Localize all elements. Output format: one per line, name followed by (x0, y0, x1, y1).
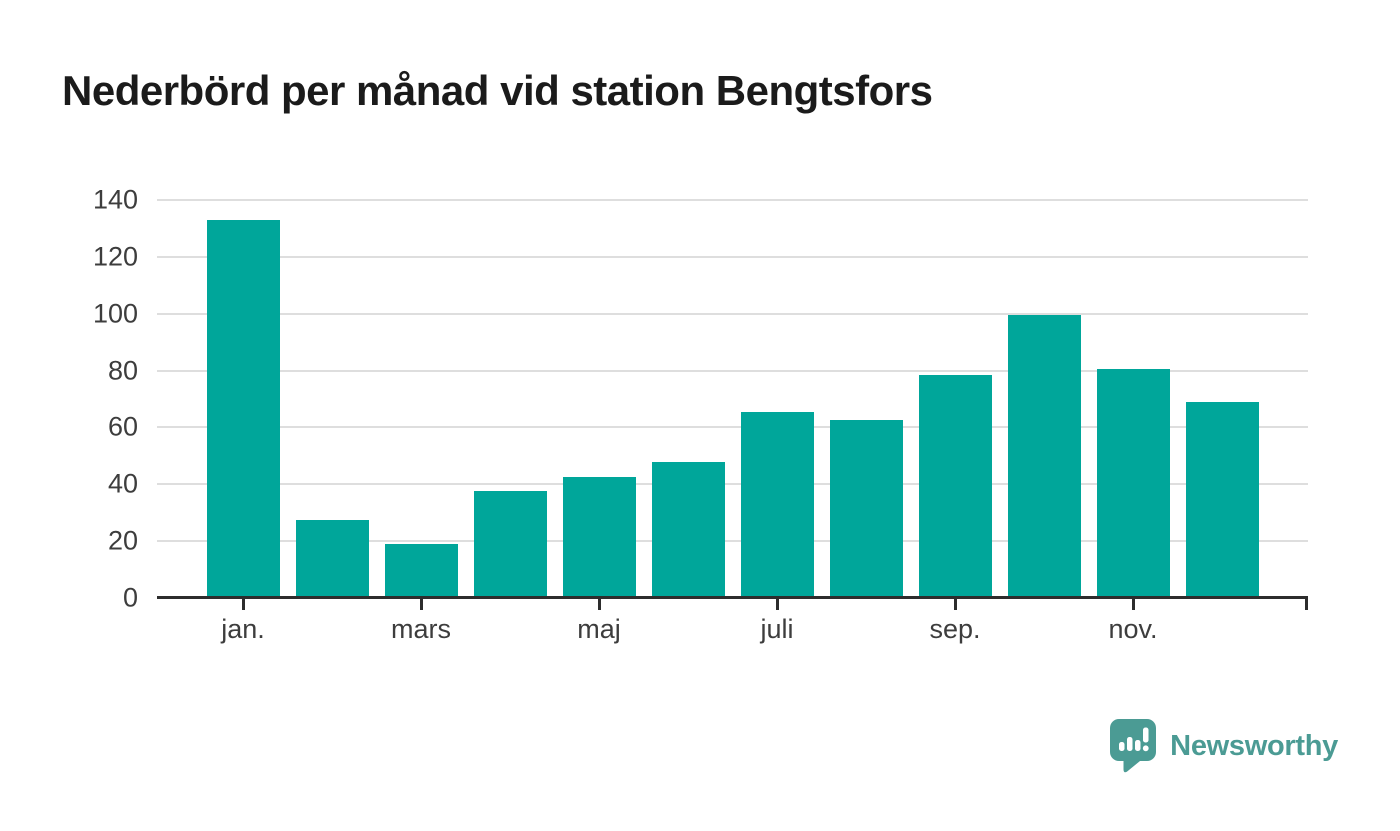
y-tick-label: 100 (92, 298, 138, 329)
bar (206, 219, 280, 598)
plot-area (157, 199, 1308, 610)
y-tick-label: 20 (107, 525, 138, 556)
x-axis-tick (1305, 598, 1308, 610)
bar (1185, 401, 1259, 598)
newsworthy-logo-text: Newsworthy (1170, 729, 1338, 762)
x-axis-tick (241, 598, 245, 610)
x-axis-tick (775, 598, 779, 610)
x-tick-label: sep. (929, 614, 981, 644)
bar (1096, 369, 1170, 598)
gridline (157, 540, 1308, 543)
y-tick-label: 120 (92, 241, 138, 272)
bar (740, 411, 814, 598)
x-tick-label: mars (391, 614, 451, 644)
gridline (157, 483, 1308, 486)
newsworthy-logo: Newsworthy (1110, 719, 1338, 773)
gridline (157, 255, 1308, 258)
x-tick-label: nov. (1108, 614, 1158, 644)
x-tick-label: juli (760, 614, 794, 644)
y-tick-label: 60 (107, 411, 138, 442)
gridline (157, 312, 1308, 315)
x-axis-tick (1131, 598, 1135, 610)
x-axis-line (157, 596, 1308, 599)
y-tick-label: 0 (122, 582, 138, 613)
x-tick-label: maj (577, 614, 621, 644)
y-tick-label: 140 (92, 184, 138, 215)
y-tick-label: 80 (107, 355, 138, 386)
bar (1007, 315, 1081, 598)
bar (918, 374, 992, 598)
bar (829, 420, 903, 598)
x-tick-label: jan. (221, 614, 265, 644)
x-axis-tick (597, 598, 601, 610)
gridline (157, 369, 1308, 372)
chart-title: Nederbörd per månad vid station Bengtsfo… (62, 67, 933, 114)
gridline (157, 426, 1308, 429)
newsworthy-logo-icon (1110, 719, 1157, 773)
x-axis-tick (953, 598, 957, 610)
bar (295, 519, 369, 598)
bar (651, 461, 725, 598)
bar (473, 491, 547, 598)
y-tick-label: 40 (107, 468, 138, 499)
bar (384, 544, 458, 598)
x-axis-tick (419, 598, 423, 610)
bar (562, 477, 636, 598)
gridline (157, 199, 1308, 201)
